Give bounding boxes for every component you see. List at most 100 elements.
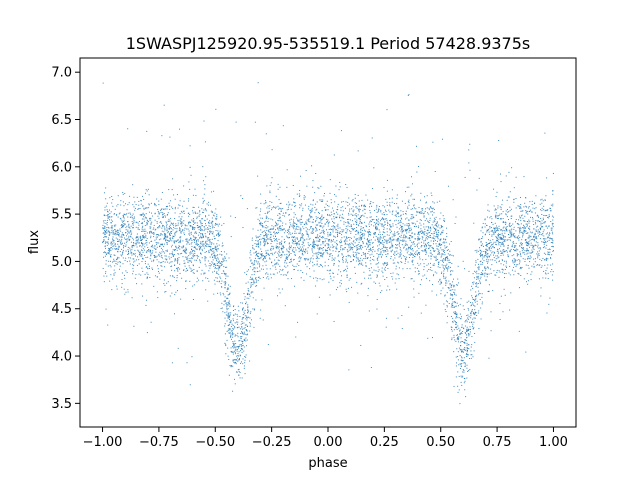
data-point: [463, 362, 465, 364]
data-point: [272, 245, 274, 247]
data-point: [500, 237, 502, 239]
data-point: [308, 244, 310, 246]
data-point: [496, 240, 498, 242]
data-point: [194, 222, 196, 224]
data-point: [165, 259, 167, 261]
data-point: [327, 214, 329, 216]
data-point: [495, 255, 497, 257]
data-point: [417, 239, 419, 241]
data-point: [378, 229, 380, 231]
data-point: [153, 227, 155, 229]
data-point: [451, 302, 453, 304]
data-point: [278, 208, 280, 210]
data-point: [126, 225, 128, 227]
data-point: [168, 262, 170, 264]
data-point: [493, 254, 495, 256]
data-point: [104, 215, 106, 217]
data-point: [124, 242, 126, 244]
data-point: [299, 231, 301, 233]
data-point: [196, 216, 198, 218]
data-point: [352, 228, 354, 230]
data-point: [299, 256, 301, 258]
data-point: [480, 252, 482, 254]
data-point: [213, 243, 215, 245]
data-point: [299, 207, 301, 209]
data-point: [333, 218, 335, 220]
data-point: [503, 222, 505, 224]
data-point: [525, 264, 527, 266]
data-point: [379, 242, 381, 244]
data-point: [263, 221, 265, 223]
data-point: [362, 210, 364, 212]
data-point: [219, 253, 221, 255]
data-point: [491, 244, 493, 246]
data-point: [503, 288, 505, 290]
data-point: [270, 253, 272, 255]
data-point: [112, 239, 114, 241]
data-point: [494, 251, 496, 253]
data-point: [550, 257, 552, 259]
data-point: [215, 249, 217, 251]
data-point: [177, 262, 179, 264]
data-point: [432, 201, 434, 203]
data-point: [173, 235, 174, 237]
data-point: [361, 282, 363, 284]
data-point: [200, 229, 202, 231]
data-point: [181, 277, 183, 279]
data-point: [384, 235, 386, 237]
data-point: [347, 205, 349, 207]
data-point: [495, 243, 497, 245]
data-point: [188, 260, 190, 262]
data-point: [141, 246, 143, 248]
data-point: [174, 198, 176, 200]
data-point: [114, 248, 116, 250]
data-point: [428, 213, 430, 215]
data-point: [203, 230, 205, 232]
data-point: [431, 246, 433, 248]
data-point: [408, 186, 410, 188]
data-point: [386, 262, 388, 264]
data-point: [500, 250, 502, 252]
data-point: [401, 227, 403, 229]
data-point: [178, 230, 180, 232]
data-point: [474, 314, 476, 316]
data-point: [190, 270, 192, 272]
data-point: [286, 272, 288, 274]
data-point: [400, 253, 402, 255]
data-point: [533, 258, 535, 260]
data-point: [390, 258, 392, 260]
data-point: [110, 266, 112, 268]
data-point: [360, 244, 362, 246]
data-point: [533, 239, 535, 240]
data-point: [160, 211, 162, 213]
data-point: [108, 219, 110, 221]
data-point: [468, 316, 470, 318]
data-point: [432, 141, 434, 143]
data-point: [264, 242, 266, 244]
data-point: [509, 191, 511, 193]
data-point: [552, 219, 554, 221]
data-point: [456, 313, 458, 315]
data-point: [211, 249, 212, 251]
data-point: [475, 283, 477, 285]
data-point: [393, 203, 395, 204]
data-point: [172, 235, 174, 237]
data-point: [153, 232, 155, 234]
data-point: [425, 244, 427, 246]
data-point: [441, 271, 443, 273]
data-point: [398, 242, 400, 244]
data-point: [214, 283, 216, 285]
data-point: [488, 256, 490, 258]
data-point: [350, 248, 352, 250]
data-point: [525, 239, 527, 241]
data-point: [462, 351, 464, 353]
data-point: [244, 296, 246, 298]
data-point: [117, 243, 119, 245]
data-point: [449, 284, 451, 286]
data-point: [423, 234, 425, 236]
data-point: [411, 248, 413, 250]
data-point: [466, 326, 468, 328]
data-point: [500, 263, 502, 265]
data-point: [212, 252, 214, 254]
data-point: [174, 258, 176, 260]
